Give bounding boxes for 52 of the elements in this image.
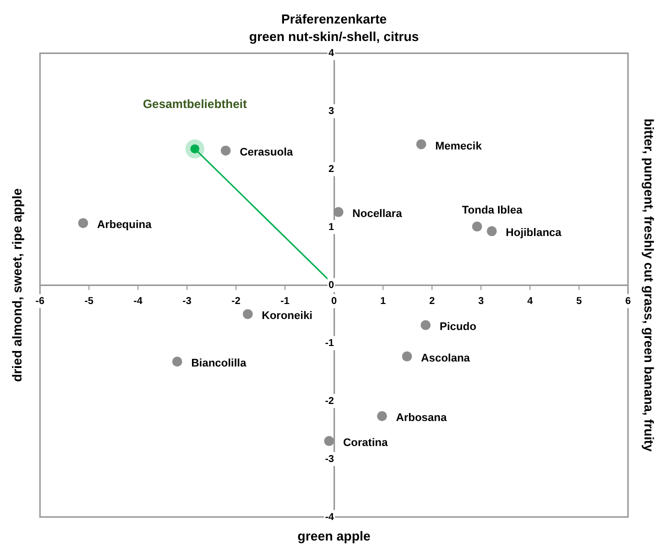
point [324, 436, 334, 446]
y-tick-label: -2 [325, 396, 334, 407]
y-tick-label: -1 [325, 338, 334, 349]
y-tick-label: 1 [328, 222, 334, 233]
chart-title: Präferenzenkarte [281, 11, 387, 26]
point [402, 351, 412, 362]
x-tick-label: -1 [280, 296, 290, 307]
point [416, 139, 426, 150]
annotation: Biancolilla [191, 358, 248, 370]
y-axis-title: dried almond, sweet, ripe apple [10, 188, 25, 382]
y-tick-label: -4 [325, 512, 334, 523]
annotation: Cerasuola [240, 146, 294, 159]
x-tick-label: -6 [36, 296, 45, 307]
text: Gesamtbeliebtheit [142, 97, 247, 112]
annotation: Tonda Iblea [462, 204, 524, 217]
y-tick-label: 0 [328, 280, 334, 291]
x-tick-label: -4 [134, 296, 143, 307]
y-tick-label: 4 [328, 48, 334, 59]
y-tick-label: 3 [328, 106, 334, 117]
x-tick-label: 5 [576, 296, 582, 307]
x-axis-title: green apple [298, 528, 370, 544]
x-tick-label: 6 [625, 296, 632, 307]
annotation: Memecik [435, 140, 483, 152]
point [377, 411, 388, 422]
point [472, 222, 482, 232]
point [78, 218, 88, 228]
chart-subtitle: green nut-skin/-shell, citrus [249, 28, 419, 44]
x-tick-label: 1 [380, 296, 386, 307]
point [172, 356, 182, 367]
y2-axis-title: bitter, pungent, freshly cut grass, green banana, fruity [641, 118, 656, 452]
annotation: Arbequina [97, 219, 152, 232]
x-tick-label: -2 [232, 296, 241, 307]
y-tick-label: -3 [325, 454, 334, 465]
point [185, 139, 204, 158]
point [486, 226, 497, 236]
annotation: Ascolana [421, 352, 471, 364]
x-tick-label: 3 [478, 296, 484, 307]
annotation: Coratina [343, 437, 389, 450]
y-tick-label: 2 [328, 164, 334, 175]
point [220, 146, 231, 156]
annotation: Picudo [440, 321, 477, 334]
annotation: Hojiblanca [506, 227, 562, 240]
x-tick-label: 4 [527, 296, 534, 307]
annotation: Arbosana [396, 412, 448, 424]
x-tick-label: -3 [182, 296, 192, 307]
x-tick-label: -5 [84, 296, 94, 307]
point [333, 207, 344, 218]
annotation: Nocellara [352, 208, 403, 220]
x-tick-label: 2 [429, 296, 436, 307]
point [242, 309, 253, 320]
annotation: Koroneiki [262, 310, 312, 322]
point [420, 320, 431, 330]
